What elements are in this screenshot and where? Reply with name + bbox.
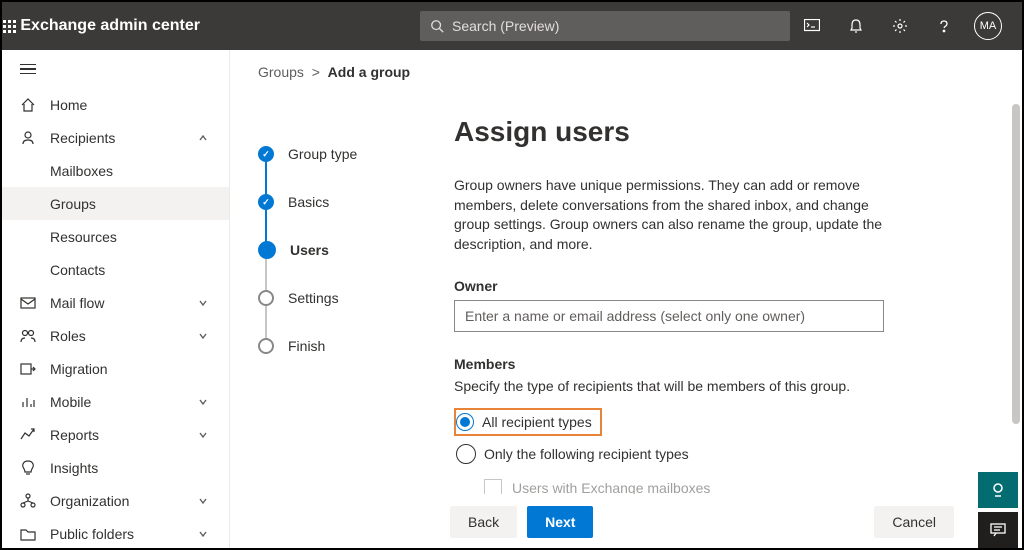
sidebar-item-roles[interactable]: Roles (2, 319, 229, 352)
account-avatar[interactable]: MA (966, 2, 1010, 50)
sidebar-item-mailboxes[interactable]: Mailboxes (2, 154, 229, 187)
chevron-down-icon (197, 396, 213, 408)
chevron-up-icon (197, 132, 213, 144)
sidebar-item-label: Mail flow (50, 295, 197, 311)
scrollbar-thumb[interactable] (1012, 104, 1020, 424)
sidebar-item-contacts[interactable]: Contacts (2, 253, 229, 286)
sidebar-item-label: Insights (50, 460, 213, 476)
wizard-step-finish[interactable]: Finish (258, 322, 430, 370)
chevron-down-icon (197, 495, 213, 507)
migration-icon (18, 361, 38, 377)
breadcrumb: Groups > Add a group (230, 50, 1022, 98)
roles-icon (18, 328, 38, 344)
sidebar-item-label: Mobile (50, 394, 197, 410)
sidebar-item-insights[interactable]: Insights (2, 451, 229, 484)
help-widget-icon[interactable] (978, 472, 1018, 508)
sidebar-item-label: Home (50, 97, 213, 113)
wizard-step-settings[interactable]: Settings (258, 274, 430, 322)
sidebar-item-label: Resources (50, 229, 213, 245)
sidebar-item-mail-flow[interactable]: Mail flow (2, 286, 229, 319)
step-label: Users (290, 242, 329, 258)
radio-icon (456, 413, 474, 431)
sidebar-item-label: Reports (50, 427, 197, 443)
page-title: Assign users (454, 116, 1002, 148)
owner-label: Owner (454, 278, 1002, 294)
hamburger-icon[interactable] (20, 64, 36, 75)
mail-flow-icon (18, 296, 38, 310)
mobile-icon (18, 394, 38, 410)
wizard-step-group-type[interactable]: Group type (258, 130, 430, 178)
sidebar-item-groups[interactable]: Groups (2, 187, 229, 220)
back-button[interactable]: Back (450, 506, 517, 538)
sidebar-item-label: Migration (50, 361, 213, 377)
panel: Assign users Group owners have unique pe… (430, 98, 1022, 494)
page-description: Group owners have unique permissions. Th… (454, 176, 894, 254)
sidebar-item-organization[interactable]: Organization (2, 484, 229, 517)
radio-icon (456, 444, 476, 464)
wizard-step-users[interactable]: Users (258, 226, 430, 274)
checkbox-label: Users with Exchange mailboxes (512, 480, 710, 494)
topbar: Exchange admin center MA (2, 2, 1022, 50)
sidebar-item-reports[interactable]: Reports (2, 418, 229, 451)
checkbox-icon (484, 479, 502, 494)
step-circle-icon (258, 338, 274, 354)
home-icon (18, 97, 38, 113)
wizard-steps: Group type Basics Users Settings Finish (230, 98, 430, 494)
step-circle-icon (258, 194, 274, 210)
step-label: Group type (288, 146, 357, 162)
sidebar-item-label: Contacts (50, 262, 213, 278)
step-circle-icon (258, 241, 276, 259)
sidebar-item-mobile[interactable]: Mobile (2, 385, 229, 418)
chevron-down-icon (197, 330, 213, 342)
radio-all-recipient-types[interactable]: All recipient types (454, 408, 602, 436)
terminal-icon[interactable] (790, 2, 834, 50)
radio-only-following[interactable]: Only the following recipient types (454, 440, 1002, 468)
breadcrumb-parent[interactable]: Groups (258, 64, 304, 80)
sidebar-item-label: Recipients (50, 130, 197, 146)
insights-icon (18, 460, 38, 476)
owner-input[interactable] (454, 300, 884, 332)
chevron-down-icon (197, 528, 213, 540)
app-launcher-icon[interactable] (2, 2, 16, 50)
sidebar-item-public-folders[interactable]: Public folders (2, 517, 229, 548)
wizard-step-basics[interactable]: Basics (258, 178, 430, 226)
sidebar-item-label: Groups (50, 196, 213, 212)
sidebar-item-label: Mailboxes (50, 163, 213, 179)
help-icon[interactable] (922, 2, 966, 50)
cancel-button[interactable]: Cancel (874, 506, 954, 538)
chevron-down-icon (197, 429, 213, 441)
organization-icon (18, 493, 38, 509)
checkbox-users-with-exchange-mailboxes: Users with Exchange mailboxes (484, 474, 1002, 494)
sidebar-item-recipients[interactable]: Recipients (2, 121, 229, 154)
members-sublabel: Specify the type of recipients that will… (454, 378, 1002, 394)
sidebar-item-resources[interactable]: Resources (2, 220, 229, 253)
sidebar: Home Recipients Mailboxes Groups Resources Co… (2, 50, 230, 548)
breadcrumb-current: Add a group (328, 64, 410, 80)
recipients-icon (18, 130, 38, 146)
wizard-footer: Back Next Cancel (230, 494, 1022, 548)
step-label: Finish (288, 338, 325, 354)
public-folders-icon (18, 527, 38, 541)
sidebar-item-migration[interactable]: Migration (2, 352, 229, 385)
search-input[interactable] (452, 18, 780, 34)
members-label: Members (454, 356, 1002, 372)
feedback-icon[interactable] (978, 512, 1018, 548)
notifications-icon[interactable] (834, 2, 878, 50)
sidebar-item-home[interactable]: Home (2, 88, 229, 121)
sidebar-item-label: Roles (50, 328, 197, 344)
step-circle-icon (258, 146, 274, 162)
search-icon (430, 19, 444, 33)
chevron-down-icon (197, 297, 213, 309)
step-circle-icon (258, 290, 274, 306)
sidebar-item-label: Public folders (50, 526, 197, 542)
settings-icon[interactable] (878, 2, 922, 50)
next-button[interactable]: Next (527, 506, 593, 538)
brand-title: Exchange admin center (20, 17, 200, 35)
sidebar-item-label: Organization (50, 493, 197, 509)
reports-icon (18, 427, 38, 443)
step-label: Basics (288, 194, 329, 210)
search-input-wrap[interactable] (420, 11, 790, 41)
step-label: Settings (288, 290, 339, 306)
